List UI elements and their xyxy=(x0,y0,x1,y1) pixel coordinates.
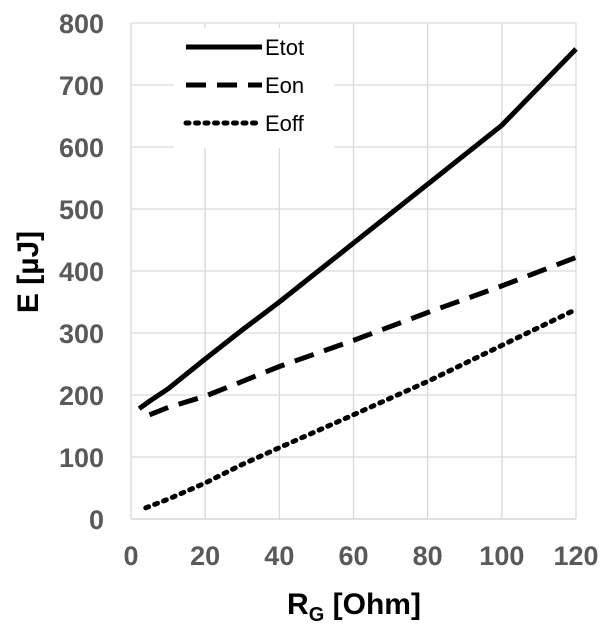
y-axis-title: E [µJ] xyxy=(12,231,45,313)
x-axis-title: RG [Ohm] xyxy=(287,588,421,626)
series-line-eon xyxy=(148,255,577,418)
legend-label-eon: Eon xyxy=(265,73,304,98)
x-axis-title-main: R xyxy=(287,588,309,621)
series-layer xyxy=(137,47,579,511)
x-tick-label: 120 xyxy=(553,541,598,571)
gridlines xyxy=(130,22,577,520)
y-tick-label: 600 xyxy=(59,133,104,163)
legend: Etot Eon Eoff xyxy=(174,28,334,148)
y-tick-label: 500 xyxy=(59,195,104,225)
x-tick-label: 20 xyxy=(190,541,220,571)
x-tick-label: 100 xyxy=(479,541,524,571)
x-axis-title-subscript: G xyxy=(309,604,325,626)
series-line-eoff xyxy=(143,306,579,511)
x-tick-label: 60 xyxy=(338,541,368,571)
y-tick-label: 100 xyxy=(59,443,104,473)
series-line-etot xyxy=(137,47,578,411)
y-tick-label: 400 xyxy=(59,257,104,287)
y-tick-label: 800 xyxy=(59,9,104,39)
x-tick-label: 0 xyxy=(123,541,138,571)
y-tick-label: 300 xyxy=(59,319,104,349)
x-tick-label: 80 xyxy=(413,541,443,571)
y-tick-label: 0 xyxy=(89,505,104,535)
tick-labels: 0 20 40 60 80 100 120 0 100 200 300 400 500 600 700 800 xyxy=(59,9,599,571)
y-tick-label: 200 xyxy=(59,381,104,411)
x-axis-title-unit: [Ohm] xyxy=(324,588,421,621)
legend-label-eoff: Eoff xyxy=(265,111,305,136)
y-tick-label: 700 xyxy=(59,71,104,101)
legend-label-etot: Etot xyxy=(265,35,304,60)
x-tick-label: 40 xyxy=(264,541,294,571)
